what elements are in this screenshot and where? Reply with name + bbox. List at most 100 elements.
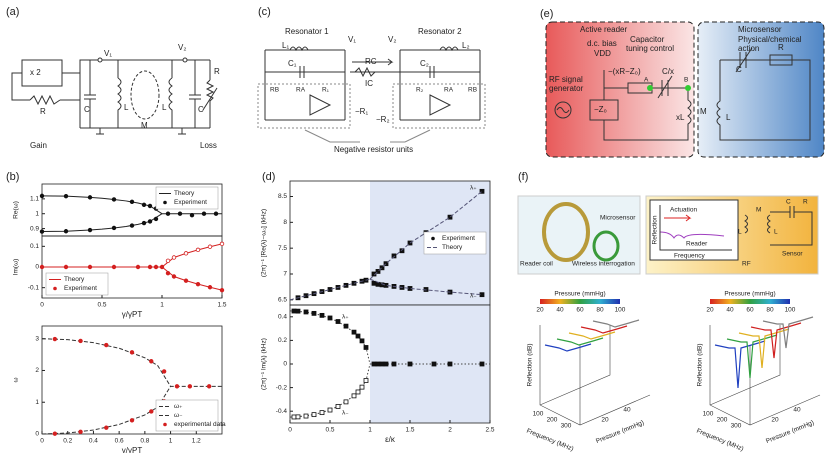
- y-tick-label: 0: [35, 431, 39, 438]
- y-tick-label: 8: [283, 219, 287, 226]
- colorbar-tick: 40: [726, 307, 734, 314]
- point: [195, 247, 201, 253]
- panel-label: (f): [518, 171, 528, 183]
- point: [104, 425, 109, 430]
- point: [171, 274, 177, 279]
- point: [161, 369, 167, 374]
- point: [39, 264, 45, 270]
- z-axis-label: Reflection (dB): [527, 344, 534, 387]
- point: [39, 229, 45, 234]
- point: [363, 378, 369, 383]
- x-tick-label: 1: [169, 438, 173, 445]
- x-tick-label: 0.2: [63, 438, 72, 445]
- x-axis-label: Frequency (MHz): [695, 428, 744, 453]
- resonance-curve: [659, 231, 725, 239]
- point: [291, 414, 297, 420]
- panel-f: (f) Reader coil Wireless interrogation M…: [517, 171, 821, 453]
- y-tick-label: 40: [623, 407, 631, 414]
- point: [303, 413, 309, 419]
- point: [87, 195, 93, 200]
- axes-3d: [709, 325, 821, 426]
- legend-label: Theory: [64, 276, 85, 283]
- circuit-label: −Z₀: [594, 105, 607, 114]
- point: [206, 384, 212, 389]
- colorbar-tick: 20: [536, 307, 544, 314]
- point: [311, 412, 317, 418]
- point: [187, 384, 193, 389]
- circuit-label: RB: [270, 87, 279, 94]
- line: [369, 278, 483, 296]
- point: [479, 188, 485, 194]
- point: [207, 244, 213, 249]
- colorbar-tick: 40: [556, 307, 564, 314]
- point: [379, 265, 385, 271]
- circuit-label: C: [84, 105, 90, 114]
- circuit-label: L₁: [282, 41, 289, 50]
- photo-label: Wireless interrogation: [572, 261, 635, 268]
- circuit-label: C₂: [420, 59, 429, 68]
- legend-label: Theory: [174, 190, 195, 197]
- panel-label: (e): [540, 8, 553, 20]
- circuit-label: d.c. bias: [587, 39, 617, 48]
- photo-label: Reader coil: [520, 261, 553, 268]
- line: [161, 266, 223, 291]
- point: [391, 253, 397, 259]
- line: [289, 310, 371, 365]
- point: [407, 240, 413, 246]
- point: [327, 315, 333, 321]
- point: [335, 404, 341, 409]
- circuit-label: RB: [468, 87, 477, 94]
- point: [359, 338, 365, 344]
- point: [183, 278, 189, 283]
- x-tick-label: 100: [533, 411, 544, 418]
- circuit-label: Microsensor: [738, 25, 782, 34]
- spectrum-curve: [762, 316, 814, 349]
- spectrum-curve: [714, 340, 766, 389]
- point: [379, 361, 385, 367]
- y-tick-label: 7.5: [278, 245, 287, 252]
- scheme-label: Actuation: [670, 207, 697, 214]
- x-tick-label: 100: [703, 411, 714, 418]
- point: [111, 225, 117, 231]
- circuit-label: RA: [444, 87, 454, 94]
- spectrum-curve: [592, 319, 640, 328]
- legend-label: ω₋: [174, 412, 183, 419]
- y-tick-label: 8.5: [278, 193, 287, 200]
- annotation: λ₋: [470, 293, 477, 300]
- circuit-label: Negative resistor units: [334, 145, 413, 154]
- circuit-label: V₂: [388, 35, 396, 44]
- circuit-label: C₁: [288, 59, 297, 68]
- point: [303, 293, 309, 299]
- z-axis-label: Reflection (dB): [697, 344, 704, 387]
- plot-3d-left: Pressure (mmHg) 20 40 60 80 100 Reflection (dB…: [525, 291, 651, 453]
- point: [351, 393, 357, 399]
- point: [189, 212, 195, 218]
- x-axis-label: ε/κ: [385, 435, 396, 444]
- colorbar-title: Pressure (mmHg): [554, 291, 605, 298]
- legend-label: experimental data: [174, 421, 226, 428]
- y-tick-label: 20: [601, 417, 609, 424]
- y-tick-label: 40: [793, 407, 801, 414]
- colorbar: [710, 299, 790, 304]
- colorbar: [540, 299, 620, 304]
- x-tick-label: 200: [547, 417, 558, 424]
- point: [111, 197, 117, 202]
- annotation: λ₋: [342, 410, 349, 417]
- circuit-label: L: [726, 113, 731, 122]
- scheme-label: M: [756, 207, 761, 214]
- legend-box: [45, 272, 109, 296]
- x-axis-label: Frequency (MHz): [525, 428, 574, 453]
- circuit-label: R: [40, 107, 46, 116]
- circuit-label: L: [124, 103, 129, 112]
- point: [391, 361, 397, 367]
- point: [153, 216, 159, 222]
- legend-swatch: [431, 236, 435, 241]
- circuit-label: −(xR−Z₀): [608, 67, 641, 76]
- spectrum-curve: [726, 334, 778, 379]
- point: [129, 199, 135, 205]
- legend-label: ω₊: [174, 403, 183, 410]
- circuit-label: IC: [365, 79, 373, 88]
- y-tick-label: 0.1: [30, 243, 39, 250]
- x-tick-label: 2: [448, 427, 452, 434]
- circuit-c: [257, 46, 486, 143]
